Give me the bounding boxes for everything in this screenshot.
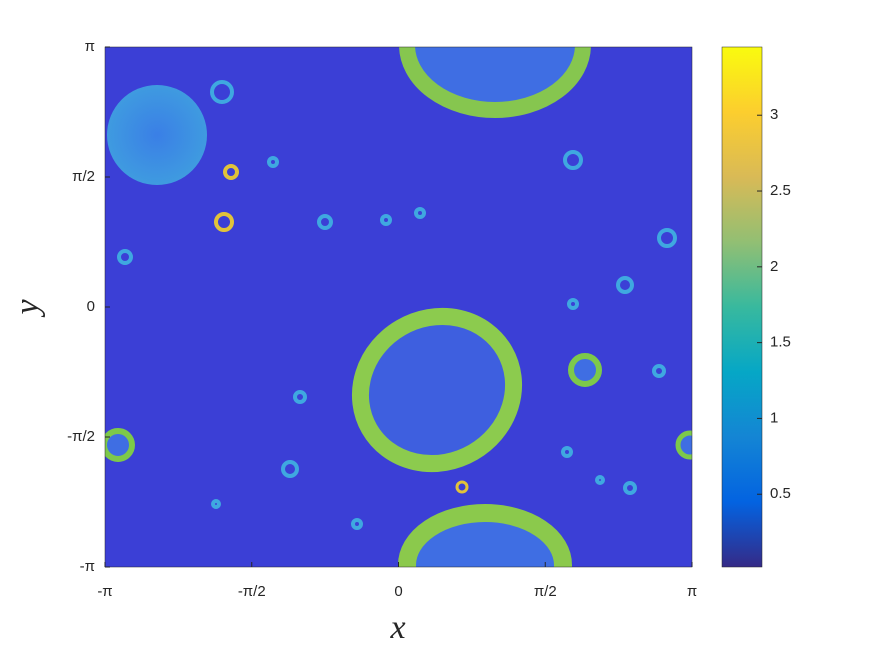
x-tick-label: π (687, 583, 697, 600)
x-axis-label: x (389, 609, 405, 646)
y-tick-label: -π/2 (67, 428, 95, 445)
colorbar-tick-label: 1 (770, 409, 778, 426)
y-tick-label: -π (80, 558, 95, 575)
x-tick-label: -π/2 (238, 583, 266, 600)
colorbar-tick-label: 2 (770, 258, 778, 275)
y-axis-label: y (9, 299, 46, 318)
vortices (117, 80, 677, 530)
colorbar-tick-label: 1.5 (770, 334, 791, 351)
x-tick-label: 0 (394, 583, 402, 600)
x-tick-label: -π (97, 583, 112, 600)
y-tick-label: 0 (87, 298, 95, 315)
y-tick-label: π (85, 38, 95, 55)
colorbar-tick-label: 3 (770, 106, 778, 123)
colorbar-tick-label: 2.5 (770, 182, 791, 199)
colorbar-tick-label: 0.5 (770, 485, 791, 502)
x-tick-label: π/2 (534, 583, 557, 600)
colorbar (721, 46, 763, 568)
y-tick-label: π/2 (72, 168, 95, 185)
field (105, 47, 692, 567)
